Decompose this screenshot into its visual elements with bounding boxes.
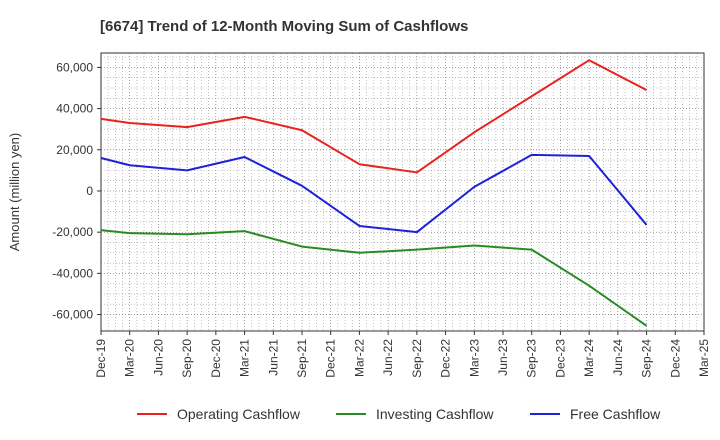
x-tick-label: Jun-20 [151, 339, 165, 376]
y-tick-label: 60,000 [56, 60, 93, 74]
y-tick-label: -60,000 [52, 308, 93, 322]
legend-label-investing-cashflow: Investing Cashflow [376, 406, 494, 422]
x-tick-label: Jun-24 [611, 339, 625, 376]
y-tick-label: -40,000 [52, 266, 93, 280]
x-tick-label: Dec-21 [324, 339, 338, 378]
x-tick-label: Jun-23 [496, 339, 510, 376]
x-tick-label: Sep-24 [640, 339, 654, 378]
x-tick-label: Jun-22 [381, 339, 395, 376]
y-tick-label: 40,000 [56, 102, 93, 116]
x-tick-label: Mar-20 [123, 339, 137, 377]
chart-title: [6674] Trend of 12-Month Moving Sum of C… [100, 18, 468, 35]
legend: Operating Cashflow Investing Cashflow Free… [137, 406, 661, 422]
x-tick-label: Dec-23 [553, 339, 567, 378]
x-tick-label: Dec-20 [209, 339, 223, 378]
y-tick-label: -20,000 [52, 225, 93, 239]
legend-label-operating-cashflow: Operating Cashflow [177, 406, 301, 422]
y-axis-title: Amount (million yen) [7, 133, 22, 252]
y-tick-label: 0 [86, 184, 93, 198]
x-tick-label: Sep-21 [295, 339, 309, 378]
y-tick-label: 20,000 [56, 143, 93, 157]
x-tick-label: Mar-24 [582, 339, 596, 377]
plot-frame [100, 52, 705, 332]
x-tick-label: Dec-22 [439, 339, 453, 378]
x-tick-label: Mar-25 [697, 339, 711, 377]
legend-label-free-cashflow: Free Cashflow [570, 406, 661, 422]
x-tick-label: Dec-19 [94, 339, 108, 378]
x-tick-label: Mar-23 [467, 339, 481, 377]
x-tick-label: Dec-24 [668, 339, 682, 378]
x-tick-label: Jun-21 [266, 339, 280, 376]
x-tick-label: Sep-23 [525, 339, 539, 378]
x-tick-label: Sep-22 [410, 339, 424, 378]
x-tick-label: Sep-20 [180, 339, 194, 378]
x-tick-label: Mar-21 [238, 339, 252, 377]
x-tick-label: Mar-22 [352, 339, 366, 377]
plot-area: 60,000 40,000 20,000 0 -20,000 -40,000 -60,000… [52, 52, 711, 378]
